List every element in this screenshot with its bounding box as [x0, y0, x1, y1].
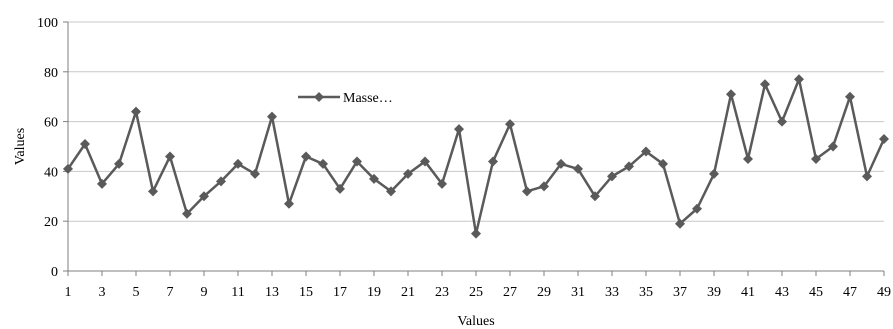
data-point-23	[437, 178, 447, 189]
x-tick-label-9: 9	[201, 285, 208, 300]
data-point-40	[726, 89, 736, 100]
x-tick-label-17: 17	[333, 285, 347, 300]
data-point-9	[199, 191, 209, 202]
data-point-5	[131, 106, 141, 117]
x-tick-label-37: 37	[673, 285, 687, 300]
data-point-28	[522, 186, 532, 197]
data-point-7	[165, 151, 175, 162]
legend: Masse…	[298, 91, 393, 106]
data-point-12	[250, 168, 260, 179]
data-point-24	[454, 124, 464, 135]
data-point-21	[403, 168, 413, 179]
y-tick-label-60: 60	[44, 116, 58, 131]
data-point-18	[352, 156, 362, 167]
data-point-39	[709, 168, 719, 179]
data-point-15	[301, 151, 311, 162]
data-point-34	[624, 161, 634, 172]
series-layer	[63, 74, 889, 239]
x-tick-label-11: 11	[231, 285, 244, 300]
data-point-20	[386, 186, 396, 197]
data-point-38	[692, 203, 702, 214]
data-point-8	[182, 208, 192, 219]
x-axis-title: Values	[457, 314, 494, 329]
x-tick-label-23: 23	[435, 285, 449, 300]
x-tick-label-1: 1	[65, 285, 72, 300]
data-point-22	[420, 156, 430, 167]
x-tick-label-33: 33	[605, 285, 619, 300]
data-point-30	[556, 158, 566, 169]
data-point-14	[284, 198, 294, 209]
data-point-6	[148, 186, 158, 197]
data-point-10	[216, 176, 226, 187]
x-tick-label-29: 29	[537, 285, 551, 300]
data-point-4	[114, 158, 124, 169]
x-tick-label-31: 31	[571, 285, 585, 300]
data-point-35	[641, 146, 651, 157]
data-point-19	[369, 173, 379, 184]
x-tick-label-21: 21	[401, 285, 415, 300]
data-point-36	[658, 158, 668, 169]
x-tick-label-15: 15	[299, 285, 313, 300]
data-point-44	[794, 74, 804, 85]
x-tick-label-39: 39	[707, 285, 721, 300]
data-point-48	[862, 171, 872, 182]
data-point-42	[760, 79, 770, 90]
series-line-0	[66, 78, 886, 235]
data-point-49	[879, 134, 889, 145]
x-tick-label-45: 45	[809, 285, 823, 300]
data-point-32	[590, 191, 600, 202]
data-point-29	[539, 181, 549, 192]
x-tick-label-3: 3	[99, 285, 106, 300]
x-tick-label-25: 25	[469, 285, 483, 300]
data-point-43	[777, 116, 787, 127]
x-tick-label-41: 41	[741, 285, 755, 300]
x-tick-label-43: 43	[775, 285, 789, 300]
data-point-33	[607, 171, 617, 182]
y-tick-label-80: 80	[44, 66, 58, 81]
data-point-25	[471, 228, 481, 239]
data-point-41	[743, 153, 753, 164]
data-point-17	[335, 183, 345, 194]
x-tick-label-19: 19	[367, 285, 381, 300]
data-point-16	[318, 158, 328, 169]
y-tick-label-20: 20	[44, 215, 58, 230]
data-point-1	[63, 163, 73, 174]
x-tick-labels: 1 3 5 7 9 11 13 15 17 19 21 23 25 27 29 31 33 35 37 39 41 43 4…	[65, 271, 891, 300]
data-point-3	[97, 178, 107, 189]
legend-marker-icon	[314, 92, 324, 102]
y-tick-label-100: 100	[37, 16, 58, 31]
y-tick-label-40: 40	[44, 165, 58, 180]
x-tick-label-35: 35	[639, 285, 653, 300]
data-point-26	[488, 156, 498, 167]
legend-label: Masse…	[343, 91, 393, 106]
data-point-47	[845, 91, 855, 102]
data-point-27	[505, 119, 515, 130]
x-tick-label-47: 47	[843, 285, 857, 300]
y-tick-labels: 0 20 40 60 80 100	[37, 16, 68, 280]
data-point-37	[675, 218, 685, 229]
data-point-31	[573, 163, 583, 174]
data-point-45	[811, 153, 821, 164]
x-tick-label-27: 27	[503, 285, 517, 300]
x-tick-label-13: 13	[265, 285, 279, 300]
data-point-11	[233, 158, 243, 169]
x-tick-label-5: 5	[133, 285, 140, 300]
y-tick-label-0: 0	[51, 265, 58, 280]
data-point-46	[828, 141, 838, 152]
data-point-13	[267, 111, 277, 122]
y-axis-title: Values	[13, 128, 28, 165]
x-tick-label-7: 7	[167, 285, 174, 300]
data-point-2	[80, 139, 90, 150]
grid-lines	[68, 21, 884, 222]
x-tick-label-49: 49	[877, 285, 891, 300]
